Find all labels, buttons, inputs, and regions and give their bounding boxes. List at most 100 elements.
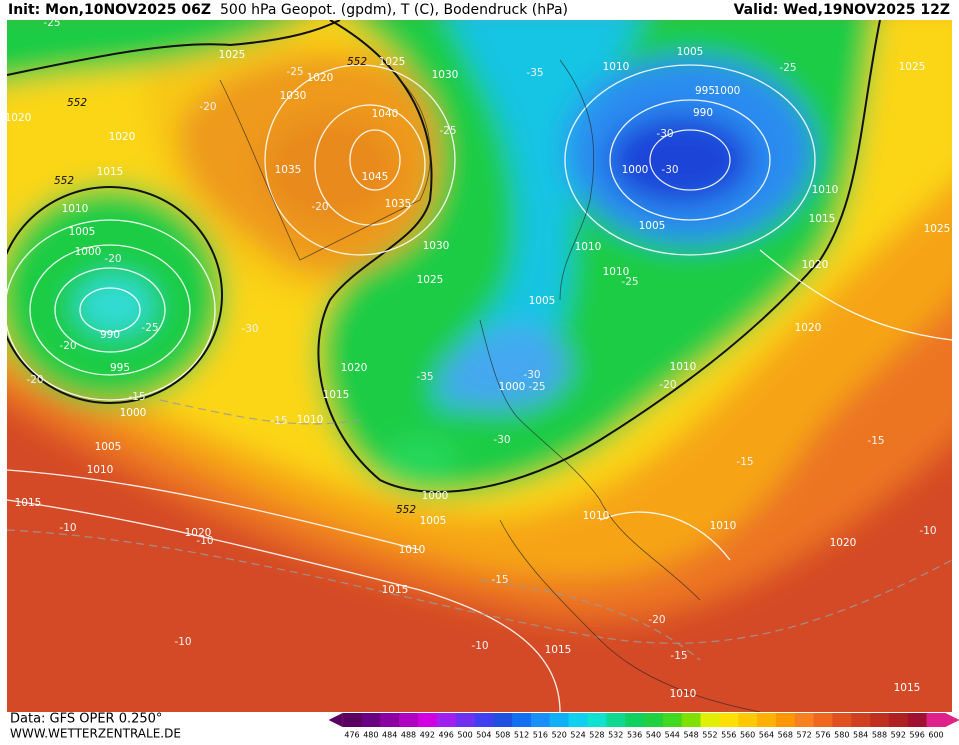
scale-swatch xyxy=(738,713,758,727)
scale-swatch xyxy=(662,713,683,727)
isobar-label: 1025 xyxy=(379,56,406,68)
scale-swatch xyxy=(757,713,777,727)
isobar-label: 1000 xyxy=(714,85,741,97)
scale-swatch xyxy=(380,713,400,727)
isotherm-label: -15 xyxy=(128,391,145,403)
isobar-label: 1010 xyxy=(575,241,602,253)
isotherm-label: -25 xyxy=(286,66,303,78)
isobar-label: 1025 xyxy=(899,61,926,73)
scale-swatch xyxy=(436,713,457,727)
isobar-label: 1025 xyxy=(417,274,444,286)
isobar-label: 990 xyxy=(100,329,120,341)
isobar-label: 1015 xyxy=(323,389,350,401)
scale-swatch xyxy=(775,713,796,727)
isotherm-label: -25 xyxy=(439,125,456,137)
scale-swatch xyxy=(549,713,570,727)
map-labels: 1025102010251030103010201020104010351045… xyxy=(5,17,951,700)
isotherm-label: -30 xyxy=(241,323,258,335)
isobar-label: 1015 xyxy=(97,166,124,178)
valid-time: Valid: Wed,19NOV2025 12Z xyxy=(734,2,950,18)
isotherm-label: -15 xyxy=(491,574,508,586)
scale-swatch xyxy=(474,713,494,727)
scale-label: 540 xyxy=(646,731,661,740)
isobar-label: 1015 xyxy=(809,213,836,225)
scale-label: 476 xyxy=(344,731,359,740)
scale-label: 508 xyxy=(495,731,510,740)
isobar-label: 1020 xyxy=(109,131,136,143)
geopotential-label: 552 xyxy=(347,56,367,68)
isotherm-label: -30 xyxy=(523,369,540,381)
isobar-label: 1010 xyxy=(670,361,697,373)
isobar-label: 1010 xyxy=(603,61,630,73)
isobar-label: 1000 xyxy=(75,246,102,258)
isobar-label: 1000 xyxy=(499,381,526,393)
isobar-label: 1020 xyxy=(795,322,822,334)
scale-label: 600 xyxy=(928,731,943,740)
scale-swatch xyxy=(888,713,909,727)
isobar-label: 1010 xyxy=(603,266,630,278)
color-scale: 476 480 484 488 492 496 500 504 508 512 516 520 524 5… xyxy=(328,713,959,740)
scale-label: 532 xyxy=(608,731,623,740)
scale-label: 572 xyxy=(796,731,811,740)
scale-label: 580 xyxy=(834,731,849,740)
isotherm-label: -10 xyxy=(196,535,213,547)
isotherm-label: -25 xyxy=(621,276,638,288)
isotherm-label: -35 xyxy=(416,371,433,383)
isotherm-label: -15 xyxy=(270,415,287,427)
scale-label: 492 xyxy=(420,731,435,740)
isobar-label: 1005 xyxy=(677,46,704,58)
scale-label: 528 xyxy=(589,731,604,740)
isotherm-label: -25 xyxy=(528,381,545,393)
isobar-label: 1020 xyxy=(307,72,334,84)
isobar-label: 1010 xyxy=(670,688,697,700)
scale-swatch xyxy=(625,713,645,727)
scale-arrow-left xyxy=(328,713,343,727)
isobar-label: 1005 xyxy=(95,441,122,453)
isotherm-label: -30 xyxy=(493,434,510,446)
map-field xyxy=(7,20,952,712)
isotherm-label: -25 xyxy=(43,17,60,29)
scale-swatch xyxy=(606,713,626,727)
scale-swatch xyxy=(512,713,532,727)
isobar-label: 1015 xyxy=(15,497,42,509)
isobar-label: 1010 xyxy=(583,510,610,522)
scale-label: 588 xyxy=(872,731,887,740)
scale-swatch xyxy=(907,713,928,727)
isotherm-label: -20 xyxy=(104,253,121,265)
isobar-label: 1005 xyxy=(639,220,666,232)
scale-label: 592 xyxy=(891,731,906,740)
scale-label: 512 xyxy=(514,731,529,740)
isobar-label: 1020 xyxy=(830,537,857,549)
isotherm-label: -20 xyxy=(648,614,665,626)
map-title: 500 hPa Geopot. (gpdm), T (C), Bodendruc… xyxy=(220,2,568,18)
scale-swatch xyxy=(417,713,438,727)
isotherm-label: -10 xyxy=(59,522,76,534)
scale-label: 480 xyxy=(363,731,378,740)
isotherm-label: -20 xyxy=(26,374,43,386)
isobar-label: 1000 xyxy=(422,490,449,502)
scale-label: 504 xyxy=(476,731,491,740)
scale-label: 568 xyxy=(778,731,793,740)
geopotential-label: 552 xyxy=(396,504,416,516)
isobar-label: 1035 xyxy=(275,164,302,176)
isobar-label: 1015 xyxy=(382,584,409,596)
isobar-label: 1005 xyxy=(529,295,556,307)
isobar-label: 1000 xyxy=(622,164,649,176)
scale-label: 560 xyxy=(740,731,755,740)
isotherm-label: -10 xyxy=(471,640,488,652)
scale-label: 500 xyxy=(457,731,472,740)
isobar-label: 1010 xyxy=(297,414,324,426)
scale-swatch xyxy=(700,713,720,727)
isobar-label: 1045 xyxy=(362,171,389,183)
isotherm-label: -15 xyxy=(736,456,753,468)
scale-label: 488 xyxy=(401,731,416,740)
isobar-label: 1030 xyxy=(432,69,459,81)
scale-swatch xyxy=(926,713,946,727)
isobar-label: 995 xyxy=(110,362,130,374)
isobar-label: 1020 xyxy=(5,112,32,124)
isotherm-label: -20 xyxy=(311,201,328,213)
isobar-label: 1010 xyxy=(710,520,737,532)
isobar-label: 1030 xyxy=(280,90,307,102)
isotherm-label: -20 xyxy=(199,101,216,113)
init-time: Init: Mon,10NOV2025 06Z xyxy=(8,2,211,18)
